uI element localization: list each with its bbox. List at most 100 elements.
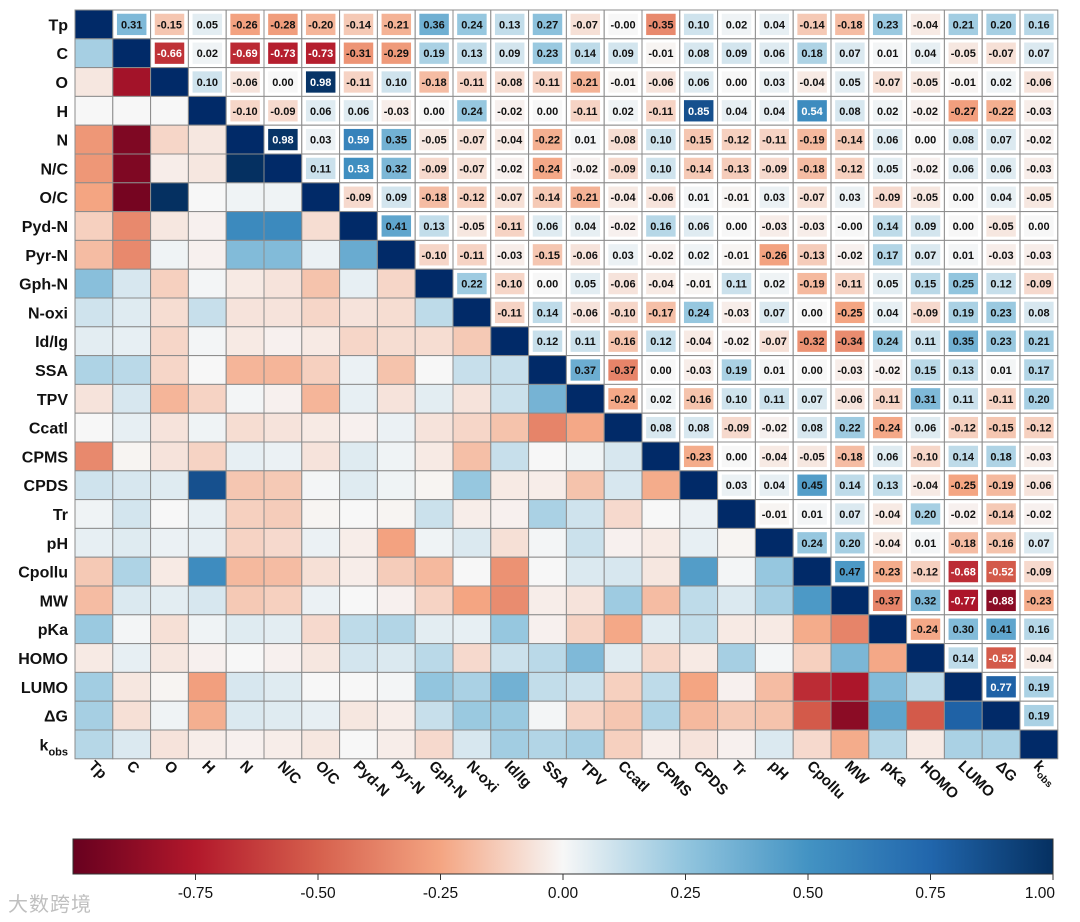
value-label: 0.05 bbox=[877, 279, 898, 291]
value-label: -0.27 bbox=[951, 106, 976, 118]
colorbar-tick-label: 0.25 bbox=[670, 885, 700, 902]
lower-cell bbox=[490, 470, 530, 501]
value-patch bbox=[872, 359, 903, 381]
value-label: -0.29 bbox=[384, 48, 409, 60]
column-label: N bbox=[236, 758, 256, 778]
value-patch bbox=[683, 388, 714, 410]
value-patch bbox=[759, 416, 790, 439]
lower-cell bbox=[263, 383, 303, 414]
lower-cell bbox=[641, 527, 681, 558]
lower-cell bbox=[112, 124, 152, 155]
value-label: 0.15 bbox=[915, 279, 936, 291]
value-patch bbox=[872, 71, 903, 93]
row-label: Gph-N bbox=[19, 277, 68, 294]
lower-cell bbox=[74, 729, 114, 760]
lower-cell bbox=[414, 499, 454, 529]
lower-cell bbox=[263, 614, 303, 645]
value-label: 0.41 bbox=[990, 624, 1011, 636]
lower-cell bbox=[74, 527, 114, 558]
lower-cell bbox=[906, 700, 945, 731]
value-patch bbox=[1024, 416, 1054, 439]
lower-cell bbox=[74, 700, 114, 731]
value-patch bbox=[457, 100, 487, 122]
value-label: -0.11 bbox=[649, 106, 673, 118]
lower-cell bbox=[263, 268, 303, 299]
value-label: -0.04 bbox=[611, 192, 637, 204]
lower-cell bbox=[679, 729, 719, 760]
lower-cell bbox=[112, 412, 152, 443]
value-patch bbox=[986, 503, 1016, 525]
value-patch bbox=[1024, 503, 1054, 525]
value-patch bbox=[872, 215, 903, 237]
diagonal-cell bbox=[717, 499, 756, 529]
row-label: ΔG bbox=[44, 709, 68, 726]
lower-cell bbox=[112, 441, 152, 472]
colorbar-tick-label: 0.00 bbox=[548, 885, 579, 902]
value-label: -0.06 bbox=[611, 279, 636, 291]
column-label: CPMS bbox=[652, 758, 695, 801]
lower-cell bbox=[150, 556, 189, 587]
lower-cell bbox=[603, 643, 643, 673]
lower-cell bbox=[150, 153, 189, 184]
lower-cell bbox=[376, 441, 416, 472]
value-label: 0.00 bbox=[915, 135, 936, 147]
value-patch bbox=[532, 215, 563, 237]
value-label: -0.02 bbox=[724, 336, 749, 348]
value-label: -0.04 bbox=[762, 451, 788, 463]
value-patch bbox=[343, 186, 374, 208]
value-label: 0.14 bbox=[877, 221, 899, 233]
lower-cell bbox=[792, 700, 832, 731]
value-patch bbox=[948, 71, 979, 93]
lower-cell bbox=[301, 700, 341, 731]
value-patch bbox=[646, 100, 676, 122]
value-label: -0.10 bbox=[497, 279, 522, 291]
value-patch bbox=[608, 244, 638, 266]
value-patch bbox=[683, 42, 714, 64]
value-patch bbox=[608, 186, 638, 208]
value-label: -0.14 bbox=[837, 135, 863, 147]
value-label: 0.00 bbox=[726, 451, 747, 463]
value-patch bbox=[986, 42, 1016, 64]
value-label: 0.06 bbox=[915, 423, 936, 435]
lower-cell bbox=[225, 268, 265, 299]
value-patch bbox=[948, 42, 979, 64]
diagonal-cell bbox=[376, 239, 416, 270]
value-label: 0.20 bbox=[915, 509, 936, 521]
value-patch bbox=[797, 532, 827, 554]
lower-cell bbox=[528, 383, 567, 414]
lower-cell bbox=[490, 729, 530, 760]
value-patch bbox=[910, 589, 941, 612]
value-patch bbox=[683, 215, 714, 237]
lower-cell bbox=[603, 671, 643, 702]
value-patch bbox=[1024, 532, 1054, 554]
value-patch bbox=[457, 272, 487, 295]
lower-cell bbox=[452, 643, 492, 673]
value-label: -0.05 bbox=[951, 48, 976, 60]
value-patch bbox=[948, 560, 979, 583]
value-label: -0.14 bbox=[346, 19, 372, 31]
lower-cell bbox=[792, 643, 832, 673]
lower-cell bbox=[187, 124, 227, 155]
value-label: 0.16 bbox=[1028, 19, 1049, 31]
value-patch bbox=[419, 71, 449, 93]
value-label: 0.00 bbox=[801, 307, 822, 319]
lower-cell bbox=[187, 700, 227, 731]
value-label: 0.02 bbox=[197, 48, 218, 60]
lower-cell bbox=[452, 441, 492, 472]
value-patch bbox=[268, 128, 298, 151]
lower-cell bbox=[187, 499, 227, 529]
value-patch bbox=[570, 301, 601, 324]
value-label: -0.73 bbox=[270, 48, 295, 60]
diagonal-cell bbox=[679, 470, 719, 501]
value-label: -0.12 bbox=[459, 192, 484, 204]
lower-cell bbox=[74, 585, 114, 616]
value-label: -0.05 bbox=[800, 451, 825, 463]
value-label: 0.13 bbox=[423, 221, 444, 233]
value-patch bbox=[910, 100, 941, 122]
lower-cell bbox=[187, 671, 227, 702]
value-label: 0.08 bbox=[688, 48, 709, 60]
value-patch bbox=[608, 71, 638, 93]
lower-cell bbox=[263, 297, 303, 328]
value-patch bbox=[1024, 704, 1054, 727]
value-patch bbox=[494, 301, 525, 324]
